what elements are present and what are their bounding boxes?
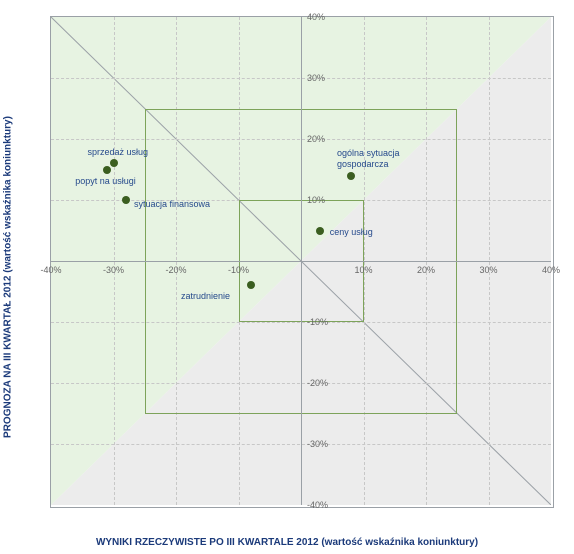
plot-area: -40%-40%-30%-30%-20%-20%-10%-10%10%10%20…	[51, 17, 551, 505]
y-tick-label: 40%	[307, 12, 325, 22]
x-tick-label: 40%	[542, 265, 560, 275]
y-tick-label: -10%	[307, 317, 328, 327]
y-tick-label: 20%	[307, 134, 325, 144]
data-point	[110, 159, 118, 167]
x-tick-label: -30%	[103, 265, 124, 275]
data-point-label: sytuacja finansowa	[134, 199, 210, 210]
data-point-label: zatrudnienie	[181, 291, 230, 302]
y-tick-label: 10%	[307, 195, 325, 205]
data-point	[316, 227, 324, 235]
x-tick-label: 20%	[417, 265, 435, 275]
y-tick-label: -20%	[307, 378, 328, 388]
y-axis-label: PROGNOZA NA III KWARTAŁ 2012 (wartość ws…	[3, 116, 14, 438]
data-point-label: sprzedaż usług	[88, 147, 149, 158]
data-point-label: ceny usług	[330, 227, 373, 238]
data-point	[247, 281, 255, 289]
data-point	[122, 196, 130, 204]
x-axis-label: WYNIKI RZECZYWISTE PO III KWARTALE 2012 …	[96, 537, 478, 548]
plot-frame: -40%-40%-30%-30%-20%-20%-10%-10%10%10%20…	[50, 16, 554, 508]
data-point	[347, 172, 355, 180]
x-tick-label: 30%	[479, 265, 497, 275]
y-tick-label: -40%	[307, 500, 328, 510]
data-point	[103, 166, 111, 174]
axis-zero-h	[51, 261, 551, 262]
y-tick-label: -30%	[307, 439, 328, 449]
x-tick-label: 10%	[354, 265, 372, 275]
x-tick-label: -20%	[165, 265, 186, 275]
y-tick-label: 30%	[307, 73, 325, 83]
data-point-label: ogólna sytuacjagospodarcza	[337, 148, 400, 170]
data-point-label: popyt na usługi	[75, 176, 136, 187]
x-tick-label: -10%	[228, 265, 249, 275]
chart-container: PROGNOZA NA III KWARTAŁ 2012 (wartość ws…	[0, 0, 574, 554]
x-tick-label: -40%	[40, 265, 61, 275]
